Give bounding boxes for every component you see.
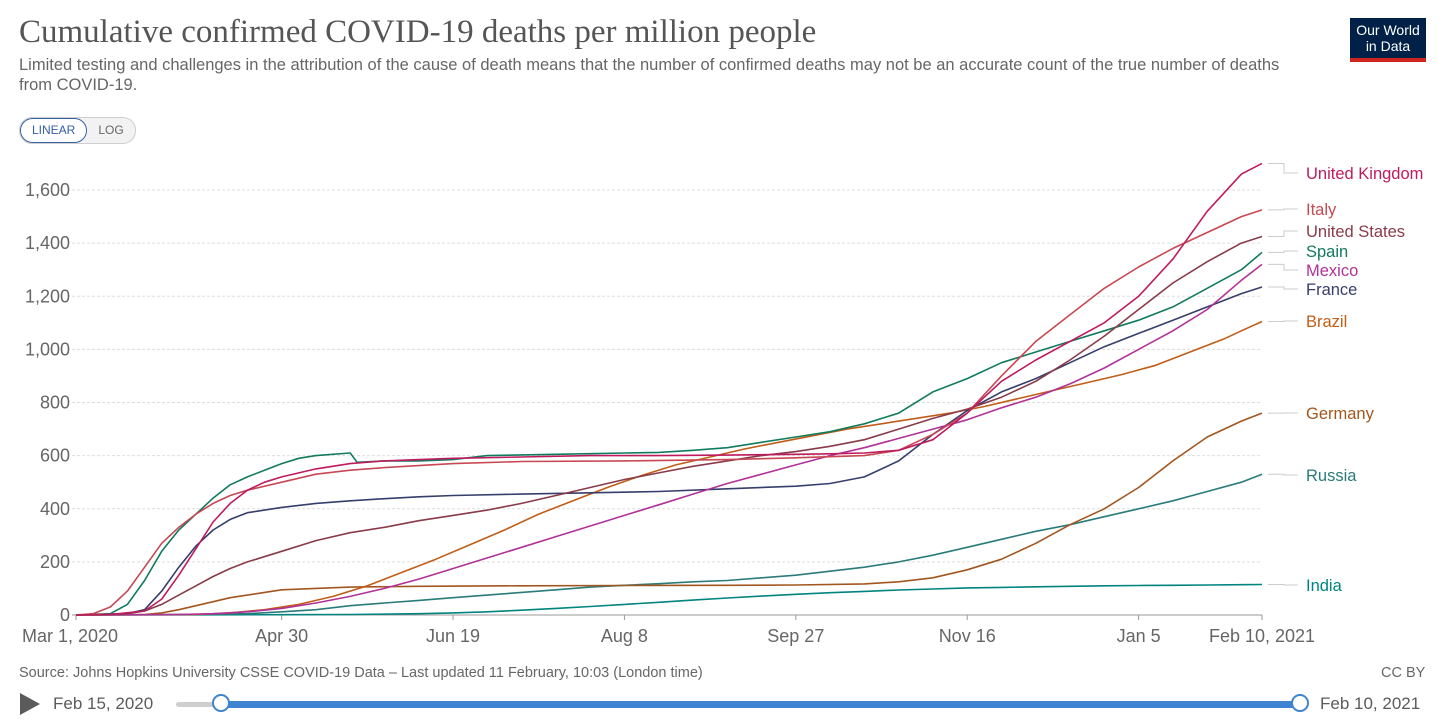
x-tick-label: Apr 30 (255, 626, 308, 646)
logo-line-2: in Data (1365, 38, 1411, 54)
y-tick-label: 1,000 (25, 339, 70, 359)
y-tick-label: 0 (60, 605, 70, 625)
y-tick-label: 1,600 (25, 180, 70, 200)
y-tick-label: 400 (40, 499, 70, 519)
y-tick-label: 800 (40, 393, 70, 413)
legend-label-united-states: United States (1306, 223, 1405, 241)
x-tick-label: Mar 1, 2020 (22, 626, 118, 646)
log-scale-button[interactable]: LOG (98, 123, 124, 137)
timeline-end-handle[interactable] (1291, 694, 1309, 712)
x-tick-label: Aug 8 (601, 626, 648, 646)
y-tick-label: 1,400 (25, 233, 70, 253)
timeline-end-label: Feb 10, 2021 (1320, 694, 1421, 713)
legend-connector (1268, 263, 1298, 271)
x-tick-label: Sep 27 (767, 626, 824, 646)
legend-connector (1268, 286, 1298, 290)
x-tick-label: Jun 19 (426, 626, 480, 646)
series-line-france (75, 286, 1263, 616)
scale-toggle: LINEAR LOG (19, 117, 136, 144)
legend-label-united-kingdom: United Kingdom (1306, 165, 1423, 183)
timeline-start-handle[interactable] (211, 694, 230, 712)
legend-connector (1268, 473, 1298, 476)
legend-label-brazil: Brazil (1306, 313, 1347, 331)
legend-label-spain: Spain (1306, 243, 1348, 261)
series-line-brazil (75, 320, 1263, 616)
timeline-start-label: Feb 15, 2020 (53, 694, 154, 713)
series-line-mexico (75, 263, 1263, 616)
license-link[interactable]: CC BY (1381, 665, 1426, 681)
legend-connector (1268, 583, 1298, 586)
legend-connector (1268, 230, 1298, 237)
source-note: Source: Johns Hopkins University CSSE CO… (19, 665, 703, 681)
legend-connector (1268, 208, 1298, 211)
legend-label-italy: Italy (1306, 201, 1337, 219)
x-tick-label: Feb 10, 2021 (1209, 626, 1315, 646)
legend-label-india: India (1306, 577, 1343, 595)
series-line-united-kingdom (75, 162, 1263, 616)
legend-label-russia: Russia (1306, 467, 1357, 485)
linear-scale-button[interactable]: LINEAR (20, 118, 88, 143)
legend-label-germany: Germany (1306, 405, 1375, 423)
series-line-italy (75, 209, 1263, 616)
x-tick-label: Nov 16 (939, 626, 996, 646)
legend-connector (1268, 250, 1298, 253)
legend-label-france: France (1306, 281, 1357, 299)
x-tick-label: Jan 5 (1117, 626, 1161, 646)
series-line-united-states (75, 235, 1263, 616)
logo-line-1: Our World (1356, 22, 1420, 38)
series-line-india (75, 583, 1263, 616)
series-line-germany (75, 412, 1263, 616)
chart-subtitle: Limited testing and challenges in the at… (19, 56, 1280, 94)
line-chart: 0 200 400 600 800 1,000 1,200 1,400 1,600 Mar 1, … (22, 162, 1423, 646)
y-tick-label: 600 (40, 446, 70, 466)
y-tick-label: 1,200 (25, 286, 70, 306)
series-line-russia (75, 473, 1263, 616)
play-icon[interactable] (20, 693, 40, 715)
owid-logo[interactable]: Our World in Data (1350, 18, 1426, 62)
timeline-selected-range (220, 701, 1300, 708)
legend-connector (1268, 162, 1298, 174)
series-line-spain (75, 251, 1263, 616)
chart-title: Cumulative confirmed COVID-19 deaths per… (19, 14, 817, 50)
y-tick-label: 200 (40, 552, 70, 572)
legend-label-mexico: Mexico (1306, 262, 1358, 280)
